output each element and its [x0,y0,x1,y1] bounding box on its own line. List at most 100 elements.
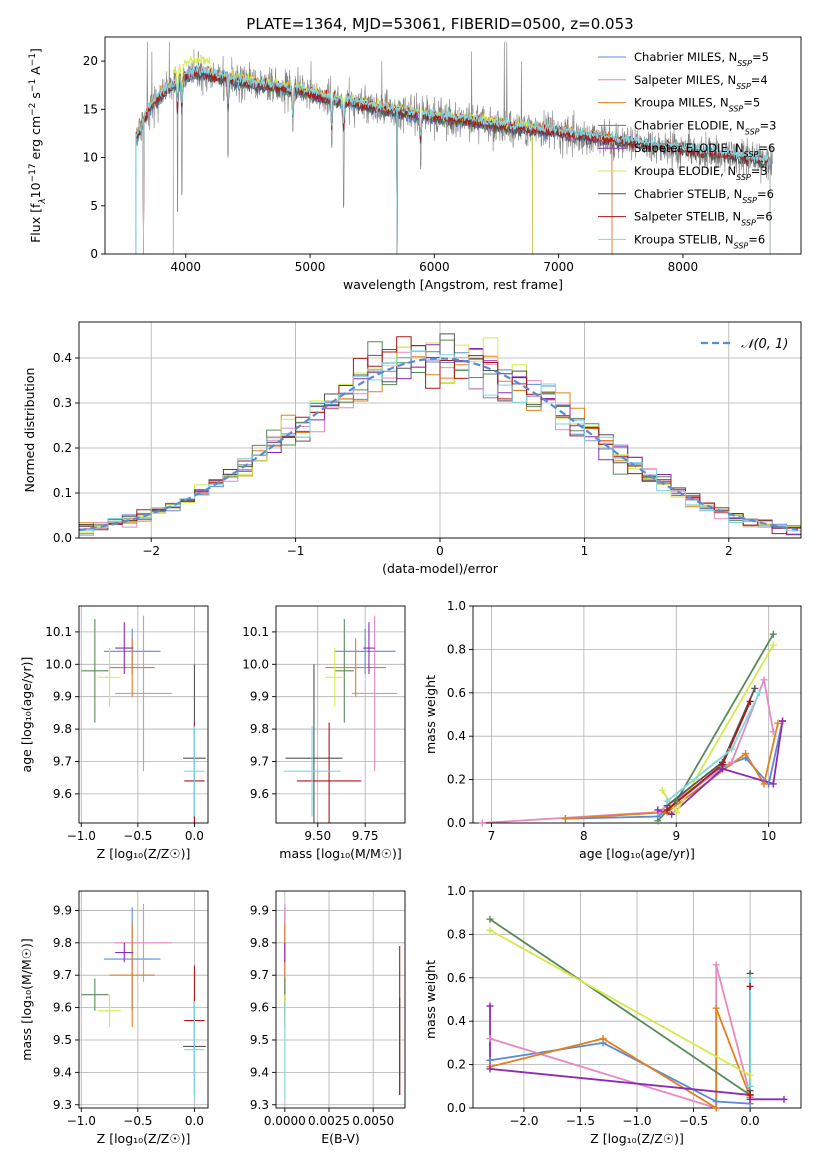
x-tick-label: −1.0 [622,1114,651,1128]
legend-label: Kroupa STELIB, NSSP=6 [634,232,765,250]
y-tick-label: 9.9 [53,690,72,704]
axes-frame [78,321,802,539]
y-tick-label: 0.0 [447,1101,466,1115]
x-axis-label: mass [log₁₀(M/M☉)] [279,846,401,861]
x-axis-label: E(B-V) [321,1131,360,1146]
weight-marker [486,915,494,923]
gaussian-curve [79,357,799,532]
weight-marker [486,926,494,934]
x-tick-label: −1.0 [67,1114,96,1128]
weight-marker [774,719,782,727]
weight-marker [742,750,750,758]
y-tick-label: 9.9 [53,903,72,917]
y-tick-label: 9.9 [250,903,269,917]
x-tick-label: 8 [580,829,588,843]
x-tick-label: 0.0050 [352,1114,394,1128]
errorbar-point [81,618,109,723]
y-tick-label: 0.1 [53,486,72,500]
y-tick-label: 9.3 [250,1098,269,1112]
y-tick-label: 9.8 [53,936,72,950]
legend-label: Chabrier MILES, NSSP=5 [634,50,769,68]
y-tick-label: 0.0 [53,531,72,545]
errorbar-point [109,638,155,697]
weight-marker [718,760,726,768]
x-tick-label: −2.0 [509,1114,538,1128]
errorbar-point [184,1001,205,1099]
weight-line [489,1007,751,1108]
axes-residuals: −2 −1 0 1 2 0.0 0.1 0.2 0.3 0.4 (data-model)/error… [22,321,802,576]
legend-label: Salpeter ELODIE, NSSP=6 [634,141,775,159]
weight-marker [654,806,662,814]
axes-mass_vs_ebv: 0.0000 0.0025 0.0050 9.3 9.4 9.5 9.6 9.7 9.8 9.9 E… [250,890,406,1146]
weight-marker [486,1056,494,1064]
y-tick-label: 15 [83,102,98,116]
weight-marker [672,808,680,816]
model-spectrum [135,68,613,254]
weight-marker [769,728,777,736]
weight-line [489,929,751,1077]
x-tick-label: −2 [142,544,160,558]
x-axis-label: wavelength [Angstrom, rest frame] [343,277,563,292]
axes-weight_vs_age: 7 8 9 10 0.0 0.2 0.4 0.6 0.8 1.0 age [log₁₀(age/yr… [423,599,802,861]
y-tick-label: 10.0 [242,657,269,671]
y-tick-label: 9.6 [53,1001,72,1015]
model-spectrum [135,70,771,254]
x-tick-label: 0.0000 [264,1114,306,1128]
legend-label: Chabrier ELODIE, NSSP=3 [634,118,776,136]
weight-marker [663,797,671,805]
axes-frame [78,605,209,824]
errorbar-point [283,725,341,817]
weight-marker [668,810,676,818]
axes-mass_vs_Z: −1.0 −0.5 0.0 9.3 9.4 9.5 9.6 9.7 9.8 9.9 Z [log₁₀… [19,890,209,1146]
y-tick-label: 9.3 [53,1098,72,1112]
plot-area-age_vs_mass [283,615,398,823]
weight-marker [779,717,787,725]
axes-age_vs_Z: −1.0 −0.5 0.0 9.6 9.7 9.8 9.9 10.0 10.1 Z [log₁₀(… [19,605,209,861]
y-axis-label: Flux [fλ10−17 erg cm−2 s−1 A−1] [28,48,48,243]
x-tick-label: 5000 [295,260,326,274]
weight-marker [728,758,736,766]
x-tick-label: −0.5 [123,1114,152,1128]
y-tick-label: 9.7 [250,968,269,982]
figure-title: PLATE=1364, MJD=53061, FIBERID=0500, z=0… [246,15,633,33]
y-tick-label: 0.4 [53,351,72,365]
x-tick-label: 10 [761,829,776,843]
legend-label: Kroupa ELODIE, NSSP=3 [634,164,768,182]
y-tick-label: 0.2 [53,441,72,455]
residual-histogram [79,336,801,535]
x-tick-label: −0.5 [679,1114,708,1128]
weight-line [666,688,756,807]
y-axis-label: mass [log₁₀(M/M☉)] [19,938,34,1060]
y-tick-label: 0.6 [447,971,466,985]
x-tick-label: −1 [287,544,305,558]
errorbar-point [351,615,398,772]
legend-label: Kroupa MILES, NSSP=5 [634,96,760,114]
weight-marker [755,689,763,697]
weight-line [489,918,751,1096]
weight-marker [746,697,754,705]
y-tick-label: 9.9 [250,690,269,704]
errorbar-point [115,615,172,772]
weight-marker [486,1065,494,1073]
weight-marker [478,819,486,827]
errorbar-point [109,923,155,1028]
y-tick-label: 0.3 [53,396,72,410]
x-tick-label: 1 [581,544,589,558]
weight-marker [746,982,754,990]
weight-marker [712,1097,720,1105]
y-tick-label: 10.1 [45,625,72,639]
errorbar-point [334,618,354,723]
y-tick-label: 0.4 [447,729,466,743]
errorbar-point [325,638,387,697]
x-axis-label: Z [log₁₀(Z/Z☉)] [97,1131,191,1146]
x-tick-label: −0.5 [123,829,152,843]
y-tick-label: 10.0 [45,657,72,671]
x-tick-label: 7000 [543,260,574,274]
y-tick-label: 9.4 [53,1065,72,1079]
y-tick-label: 9.6 [250,787,269,801]
errorbar-point [363,622,375,675]
errorbar-point [81,978,109,1011]
y-tick-label: 9.7 [53,968,72,982]
weight-marker [599,1035,607,1043]
x-axis-label: (data-model)/error [382,561,499,576]
